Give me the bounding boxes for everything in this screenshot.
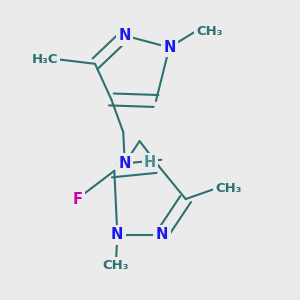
Text: N: N [111, 227, 124, 242]
Text: H₃C: H₃C [32, 53, 58, 66]
Text: F: F [72, 191, 82, 206]
Text: N: N [156, 227, 168, 242]
Text: CH₃: CH₃ [196, 25, 223, 38]
Text: N: N [163, 40, 176, 55]
Text: CH₃: CH₃ [215, 182, 242, 195]
Text: N: N [118, 28, 131, 43]
Text: CH₃: CH₃ [103, 260, 129, 272]
Text: N: N [118, 156, 131, 171]
Text: H: H [144, 155, 156, 170]
